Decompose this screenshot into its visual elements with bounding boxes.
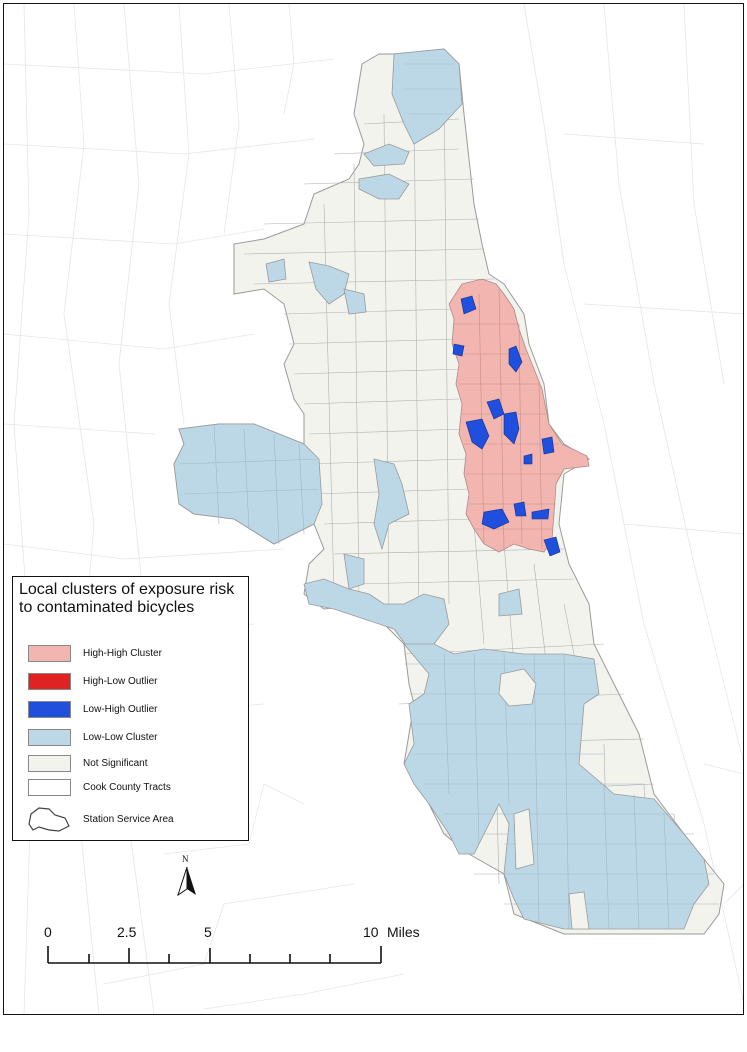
legend-label: Low-High Outlier (83, 703, 158, 715)
scale-bar: 0 2.5 5 10 Miles (34, 924, 454, 974)
low-high-outliers (452, 295, 561, 557)
north-arrow: N (174, 854, 200, 900)
background-tract-lines (4, 4, 743, 1014)
legend-item-high-high: High-High Cluster (28, 643, 162, 663)
service-area-icon (28, 807, 70, 832)
not-significant-holes (498, 668, 590, 930)
legend-swatch (28, 728, 71, 746)
legend-swatch (28, 754, 71, 772)
scale-label-10: 10 (363, 924, 379, 940)
north-label: N (182, 854, 189, 864)
north-arrow-icon (177, 866, 196, 897)
low-low-clusters (173, 48, 710, 930)
legend-item-low-low: Low-Low Cluster (28, 727, 157, 747)
legend-label: Not Significant (83, 757, 148, 769)
scale-label-5: 5 (204, 924, 212, 940)
legend-swatch (28, 672, 71, 690)
high-high-cluster (448, 278, 590, 553)
legend-item-service-area: Station Service Area (25, 807, 174, 832)
scale-label-0: 0 (44, 924, 52, 940)
legend-label: High-Low Outlier (83, 675, 158, 687)
scale-bar-graphic (47, 946, 382, 964)
choropleth-map[interactable] (4, 4, 744, 1015)
scale-label-2-5: 2.5 (117, 924, 137, 940)
map-frame: Local clusters of exposure risk to conta… (3, 3, 744, 1015)
legend: Local clusters of exposure risk to conta… (12, 576, 249, 841)
legend-item-high-low: High-Low Outlier (28, 671, 157, 691)
legend-label: Cook County Tracts (83, 781, 171, 793)
legend-swatch (28, 700, 71, 718)
legend-swatch (28, 778, 71, 796)
legend-label: High-High Cluster (83, 647, 162, 659)
legend-item-cook-county: Cook County Tracts (28, 777, 171, 797)
legend-item-not-significant: Not Significant (28, 753, 147, 773)
legend-label: Low-Low Cluster (83, 731, 158, 743)
low-low-tract-lines (178, 63, 704, 930)
scale-unit: Miles (387, 924, 420, 940)
legend-item-low-high: Low-High Outlier (28, 699, 157, 719)
legend-title: Local clusters of exposure risk to conta… (19, 581, 235, 616)
legend-swatch (28, 644, 71, 662)
legend-label: Station Service Area (83, 813, 174, 825)
